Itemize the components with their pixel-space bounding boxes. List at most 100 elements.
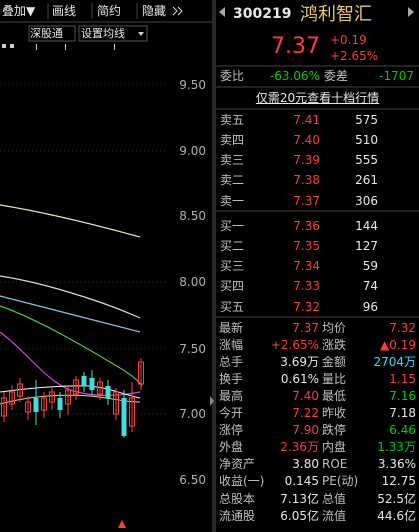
upgrade-link[interactable]: 仅需20元查看十档行情	[255, 90, 380, 105]
level-price: 7.34	[293, 259, 320, 274]
level-price: 7.37	[293, 193, 320, 208]
change-pct: +2.65%	[330, 48, 379, 63]
stat-value: 7.37	[292, 320, 319, 335]
stat-value: 1.33万	[377, 440, 416, 455]
level-volume: 144	[355, 218, 378, 233]
y-axis-label: 8.50	[179, 208, 206, 223]
stat-value: 6.05亿	[280, 508, 319, 523]
button-frame[interactable]	[28, 25, 76, 42]
prev-icon[interactable]	[219, 7, 225, 17]
toolbar-button[interactable]: 叠加▼	[2, 3, 36, 18]
stat-value: 3.36%	[377, 457, 416, 472]
change: +0.19	[330, 32, 367, 47]
y-axis-label: 6.50	[179, 472, 206, 487]
marker	[2, 44, 6, 48]
level-label: 买三	[220, 259, 245, 274]
toolbar-button[interactable]: 画线	[52, 3, 77, 18]
candle	[9, 391, 15, 405]
marker	[114, 44, 115, 50]
level-volume: 74	[362, 279, 378, 294]
marker	[36, 44, 37, 50]
more-icon[interactable]	[177, 6, 183, 16]
stat-label: 最高	[219, 388, 244, 403]
candle	[81, 376, 87, 386]
stat-label: 换手	[219, 371, 244, 386]
stat-value: 1.15	[389, 371, 416, 386]
level-label: 买一	[220, 218, 245, 233]
level-label: 卖二	[220, 173, 245, 188]
stat-label: 内盘	[322, 440, 347, 455]
sub-toolbar-button[interactable]: 深股通	[30, 27, 63, 40]
level-price: 7.33	[293, 279, 320, 294]
marker-arrow	[118, 520, 126, 528]
collapse-arrow[interactable]	[210, 396, 214, 406]
level-price: 7.38	[293, 173, 320, 188]
stat-value: 0.145	[284, 474, 319, 489]
level-volume: 510	[355, 132, 378, 147]
candle	[41, 397, 47, 411]
level-price: 7.35	[293, 238, 320, 253]
label: 委差	[324, 68, 349, 83]
stat-label: 总股本	[219, 491, 256, 506]
stat-value: 2.36万	[280, 440, 319, 455]
level-volume: 96	[362, 299, 378, 314]
toolbar-button[interactable]: 简约	[97, 3, 122, 18]
level-price: 7.39	[293, 153, 320, 168]
level-label: 卖一	[220, 193, 245, 208]
stat-value: 7.16	[389, 388, 416, 403]
order-diff: -1707	[379, 68, 414, 83]
marker	[65, 44, 66, 50]
markers	[2, 44, 115, 50]
y-axis-label: 7.50	[179, 341, 206, 356]
candle	[129, 397, 135, 427]
ma-line	[0, 204, 141, 238]
candle	[89, 378, 95, 390]
level-volume: 306	[355, 193, 378, 208]
toolbar-button[interactable]: 隐藏	[142, 3, 167, 18]
y-axis-label: 7.00	[179, 406, 206, 421]
sub-toolbar-button[interactable]: 设置均线	[81, 27, 125, 40]
stat-label: 外盘	[219, 440, 244, 455]
candle	[113, 391, 119, 415]
stat-label: 涨幅	[219, 337, 244, 352]
level-label: 卖三	[220, 153, 245, 168]
dropdown-icon[interactable]	[138, 32, 144, 36]
stat-label: 总值	[322, 491, 347, 506]
stat-label: 涨停	[219, 423, 244, 438]
candle	[57, 398, 63, 410]
stat-label: 净资产	[219, 457, 256, 472]
stat-value: 7.32	[389, 320, 416, 335]
level-label: 买四	[220, 279, 245, 294]
level-price: 7.41	[293, 112, 320, 127]
stat-label: 今开	[219, 406, 244, 420]
stat-label: 均价	[322, 320, 347, 335]
ma-line	[0, 295, 141, 333]
stat-value: 0.61%	[280, 371, 319, 386]
stock-name: 鸿利智汇	[300, 3, 372, 25]
stat-label: 总手	[219, 354, 244, 369]
order-ratio: -63.06%	[269, 68, 320, 83]
stat-value: 7.40	[292, 388, 319, 403]
stat-value: 7.22	[292, 406, 319, 420]
candle	[138, 361, 144, 385]
level-volume: 59	[362, 259, 378, 274]
stat-label: 跌停	[322, 423, 347, 438]
more-icon[interactable]	[172, 6, 178, 16]
candle	[97, 381, 103, 395]
stat-value: 2704万	[373, 354, 416, 369]
candles	[1, 358, 144, 438]
stat-label: 最新	[219, 320, 244, 335]
stat-label: 最低	[322, 388, 347, 403]
button-frame[interactable]	[78, 25, 148, 42]
level-volume: 575	[355, 112, 378, 127]
candle	[1, 397, 7, 417]
candle	[17, 383, 23, 397]
stat-value: 3.69万	[280, 354, 319, 369]
candle	[121, 398, 127, 436]
next-icon[interactable]	[408, 7, 414, 17]
level-price: 7.36	[293, 218, 320, 233]
stat-label: 流通股	[219, 508, 256, 523]
stat-label: 收益(一)	[219, 474, 265, 489]
